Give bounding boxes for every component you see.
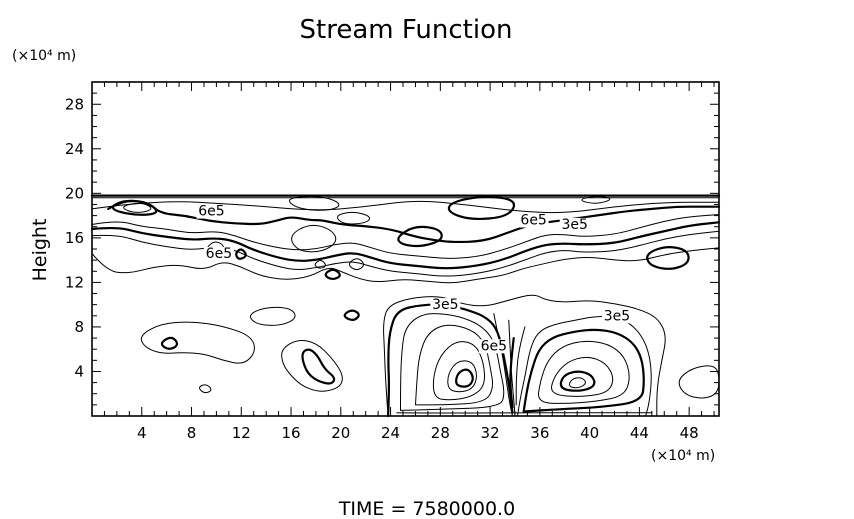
y-tick-label: 4	[74, 362, 84, 380]
contour-label: 3e5	[604, 308, 630, 324]
contour-label-bg	[203, 246, 234, 261]
contour-line	[397, 225, 443, 248]
contour-label: 6e5	[198, 204, 224, 220]
contour-line	[349, 258, 364, 271]
time-readout: TIME = 7580000.0	[338, 498, 515, 519]
contour-line	[455, 368, 474, 388]
contour-label-bg	[559, 217, 590, 232]
contour-line	[509, 337, 515, 409]
contour-label: 3e5	[561, 217, 587, 233]
x-tick-label: 8	[187, 424, 197, 442]
contour-line	[107, 199, 721, 244]
contour-line	[250, 306, 296, 326]
contour-label: 3e5	[432, 297, 458, 313]
x-tick-label: 4	[137, 424, 147, 442]
contour-line	[569, 377, 586, 389]
chart-title: Stream Function	[300, 15, 513, 45]
y-tick-label: 20	[65, 184, 84, 202]
contour-line	[678, 365, 720, 399]
contour-line	[538, 340, 630, 404]
x-tick-label: 48	[680, 424, 699, 442]
x-tick-label: 24	[381, 424, 400, 442]
x-tick-label: 36	[530, 424, 549, 442]
contour-line	[281, 339, 343, 392]
contour-line	[91, 247, 720, 284]
contour-line	[559, 370, 596, 392]
x-tick-label: 40	[580, 424, 599, 442]
contour-line	[522, 328, 645, 413]
y-tick-label: 16	[65, 229, 84, 247]
contour-line	[140, 321, 255, 364]
contour-label-bg	[430, 298, 461, 313]
y-tick-label: 28	[65, 95, 84, 113]
contour-line	[90, 221, 721, 270]
contour-label-bg	[518, 213, 549, 228]
contour-lines	[90, 194, 721, 418]
x-tick-label: 20	[331, 424, 350, 442]
x-axis-unit: (×10⁴ m)	[651, 448, 715, 464]
contour-line	[551, 356, 614, 397]
contour-line	[91, 230, 720, 277]
contour-line	[343, 309, 360, 321]
contour-line	[515, 326, 526, 406]
contour-line	[123, 202, 152, 213]
y-axis-label: Height	[29, 219, 51, 282]
contour-line	[383, 294, 666, 417]
contour-line	[314, 260, 326, 269]
contour-label: 6e5	[206, 246, 232, 262]
contour-line	[517, 315, 652, 417]
contour-line	[160, 336, 179, 350]
contour-line	[337, 211, 371, 225]
x-tick-label: 32	[481, 424, 500, 442]
contour-line	[447, 195, 516, 220]
contour-labels: 6e5 6e5 6e5 3e5 3e5 6e5 3e5	[196, 204, 632, 354]
x-tick-label: 28	[431, 424, 450, 442]
contour-line	[324, 268, 341, 281]
contour-line	[447, 360, 477, 393]
contour-line	[91, 214, 720, 259]
x-tick-label: 16	[282, 424, 301, 442]
contour-line	[493, 313, 513, 417]
contour-label-bg	[478, 339, 509, 354]
x-tick-label: 44	[630, 424, 649, 442]
y-tick-label: 8	[74, 318, 84, 336]
contour-line	[646, 246, 690, 270]
contour-line	[415, 324, 493, 406]
contour-label-bg	[601, 309, 632, 324]
contour-label-bg	[196, 204, 227, 219]
contour-line	[235, 248, 247, 260]
y-tick-label: 12	[65, 273, 84, 291]
contour-line	[301, 348, 336, 385]
y-axis-unit: (×10⁴ m)	[12, 48, 76, 64]
contour-line	[111, 199, 158, 216]
contour-label: 6e5	[481, 338, 507, 354]
contour-line	[400, 313, 505, 411]
contour-line	[288, 195, 340, 211]
x-tick-label: 12	[232, 424, 251, 442]
contour-line	[91, 200, 720, 214]
contour-line	[432, 341, 486, 401]
contour-line	[199, 384, 212, 394]
contour-line	[291, 224, 337, 253]
y-tick-label: 24	[65, 140, 84, 158]
contour-line	[581, 196, 611, 204]
contour-label: 6e5	[520, 213, 546, 229]
